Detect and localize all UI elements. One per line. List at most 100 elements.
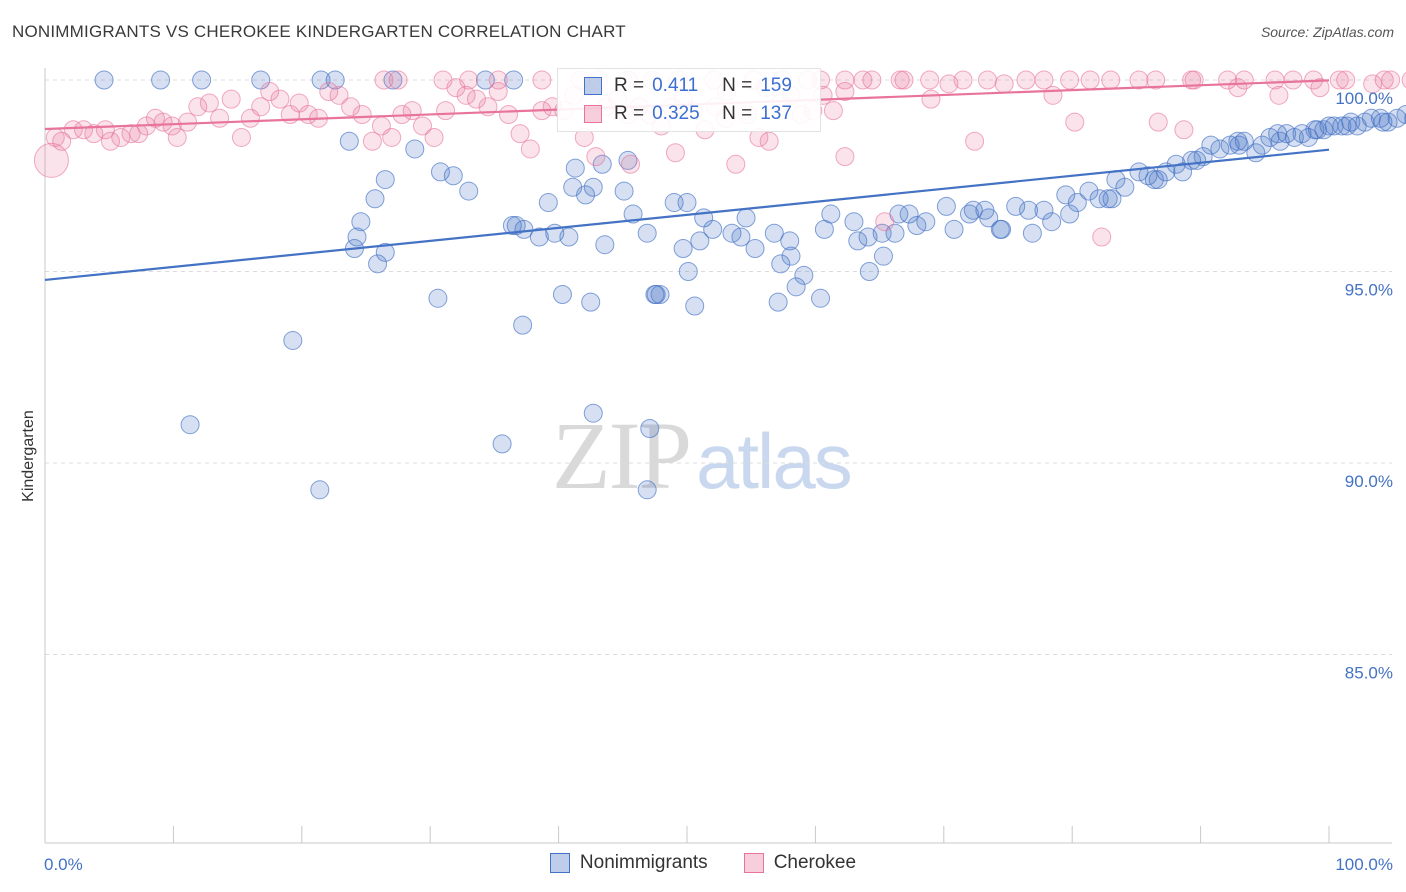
cherokee-point: [74, 120, 94, 140]
nonimmigrants-point: [786, 277, 806, 297]
nonimmigrants-point: [492, 434, 512, 454]
cherokee-point: [586, 147, 606, 167]
nonimmigrants-point: [1305, 120, 1325, 140]
nonimmigrants-point: [365, 189, 385, 209]
nonimmigrants-point: [583, 403, 603, 423]
cherokee-point: [231, 127, 251, 147]
nonimmigrants-point: [771, 254, 791, 274]
cherokee-point: [412, 116, 432, 136]
nonimmigrants-point: [592, 154, 612, 174]
cherokee-point: [210, 108, 230, 128]
nonimmigrants-point: [1268, 124, 1288, 144]
cherokee-point: [1060, 70, 1080, 90]
cherokee-point: [352, 104, 372, 124]
cherokee-point: [1336, 70, 1356, 90]
nonimmigrants-point: [552, 284, 572, 304]
nonimmigrants-point: [538, 193, 558, 213]
legend-item-nonimmigrants[interactable]: Nonimmigrants: [549, 852, 708, 874]
nonimmigrants-point: [459, 181, 479, 201]
nonimmigrants-point: [1022, 223, 1042, 243]
nonimmigrants-point: [1373, 112, 1393, 132]
nonimmigrants-point: [614, 181, 634, 201]
nonimmigrants-point: [351, 212, 371, 232]
legend-item-cherokee[interactable]: Cherokee: [743, 852, 856, 874]
r-label: R =: [614, 103, 645, 124]
cherokee-point: [835, 81, 855, 101]
cherokee-point: [1174, 120, 1194, 140]
nonimmigrants-point: [1034, 200, 1054, 220]
cherokee-point: [894, 70, 914, 90]
nonimmigrants-point: [1079, 181, 1099, 201]
nonimmigrants-point: [690, 231, 710, 251]
y-axis-title: Kindergarten: [20, 410, 37, 502]
cherokee-point: [726, 154, 746, 174]
nonimmigrants-point: [936, 196, 956, 216]
cherokee-point: [488, 81, 508, 101]
cherokee-point: [621, 154, 641, 174]
cherokee-point: [520, 139, 540, 159]
cherokee-point: [953, 70, 973, 90]
nonimmigrants-point: [347, 227, 367, 247]
nonimmigrants-point: [780, 231, 800, 251]
nonimmigrants-point: [311, 70, 331, 90]
nonimmigrants-point: [899, 204, 919, 224]
nonimmigrants-point: [151, 70, 171, 90]
nonimmigrants-point: [1019, 200, 1039, 220]
cherokee-point: [63, 120, 83, 140]
cherokee-point: [1329, 70, 1349, 90]
cherokee-point: [665, 143, 685, 163]
cherokee-point: [260, 81, 280, 101]
nonimmigrants-point: [959, 204, 979, 224]
nonimmigrants-point: [576, 185, 596, 205]
nonimmigrants-point: [768, 292, 788, 312]
nonimmigrants-point: [821, 204, 841, 224]
nonimmigrants-point: [1102, 189, 1122, 209]
nonimmigrants-point: [581, 292, 601, 312]
nonimmigrants-point: [764, 223, 784, 243]
nonimmigrants-point: [506, 216, 526, 236]
cherokee-point: [488, 70, 508, 90]
nonimmigrants-point: [1229, 135, 1249, 155]
cherokee-point: [994, 74, 1014, 94]
nonimmigrants-point: [1148, 170, 1168, 190]
r-value: 0.325: [652, 103, 700, 124]
cherokee-point: [1146, 70, 1166, 90]
y-tick-label: 100.0%: [1335, 89, 1393, 108]
nonimmigrants-point: [858, 227, 878, 247]
nonimmigrants-point: [430, 162, 450, 182]
cherokee-point: [1092, 227, 1112, 247]
nonimmigrants-point: [504, 70, 524, 90]
cherokee-point: [319, 81, 339, 101]
cherokee-point: [1283, 70, 1303, 90]
legend-label-nonimmigrants: Nonimmigrants: [579, 852, 708, 873]
cherokee-point: [939, 74, 959, 94]
cherokee-point: [835, 147, 855, 167]
nonimmigrants-point: [1006, 196, 1026, 216]
cherokee-point: [374, 70, 394, 90]
nonimmigrants-point: [736, 208, 756, 228]
stats-legend-nonimmigrants: R = 0.411 N = 159: [558, 72, 792, 100]
nonimmigrants-point: [873, 246, 893, 266]
nonimmigrants-point: [781, 246, 801, 266]
cherokee-point: [875, 212, 895, 232]
nonimmigrants-point: [94, 70, 114, 90]
cherokee-point: [178, 112, 198, 132]
cherokee-point: [433, 70, 453, 90]
nonimmigrants-point: [673, 239, 693, 259]
cherokee-point: [1381, 70, 1401, 90]
nonimmigrants-point: [963, 200, 983, 220]
cherokee-point: [424, 127, 444, 147]
cherokee-point: [466, 89, 486, 109]
n-value: 137: [760, 103, 792, 124]
cherokee-point: [835, 70, 855, 90]
nonimmigrants-point: [1056, 185, 1076, 205]
cherokee-point: [33, 142, 69, 178]
cherokee-point: [329, 85, 349, 105]
nonimmigrants-point: [583, 177, 603, 197]
nonimmigrants-trend-line: [44, 148, 1330, 282]
cherokee-point: [1016, 70, 1036, 90]
nonimmigrants-point: [375, 170, 395, 190]
nonimmigrants-point: [1115, 177, 1135, 197]
x-tick-label-right: 100.0%: [1335, 855, 1393, 874]
nonimmigrants-point: [1187, 150, 1207, 170]
